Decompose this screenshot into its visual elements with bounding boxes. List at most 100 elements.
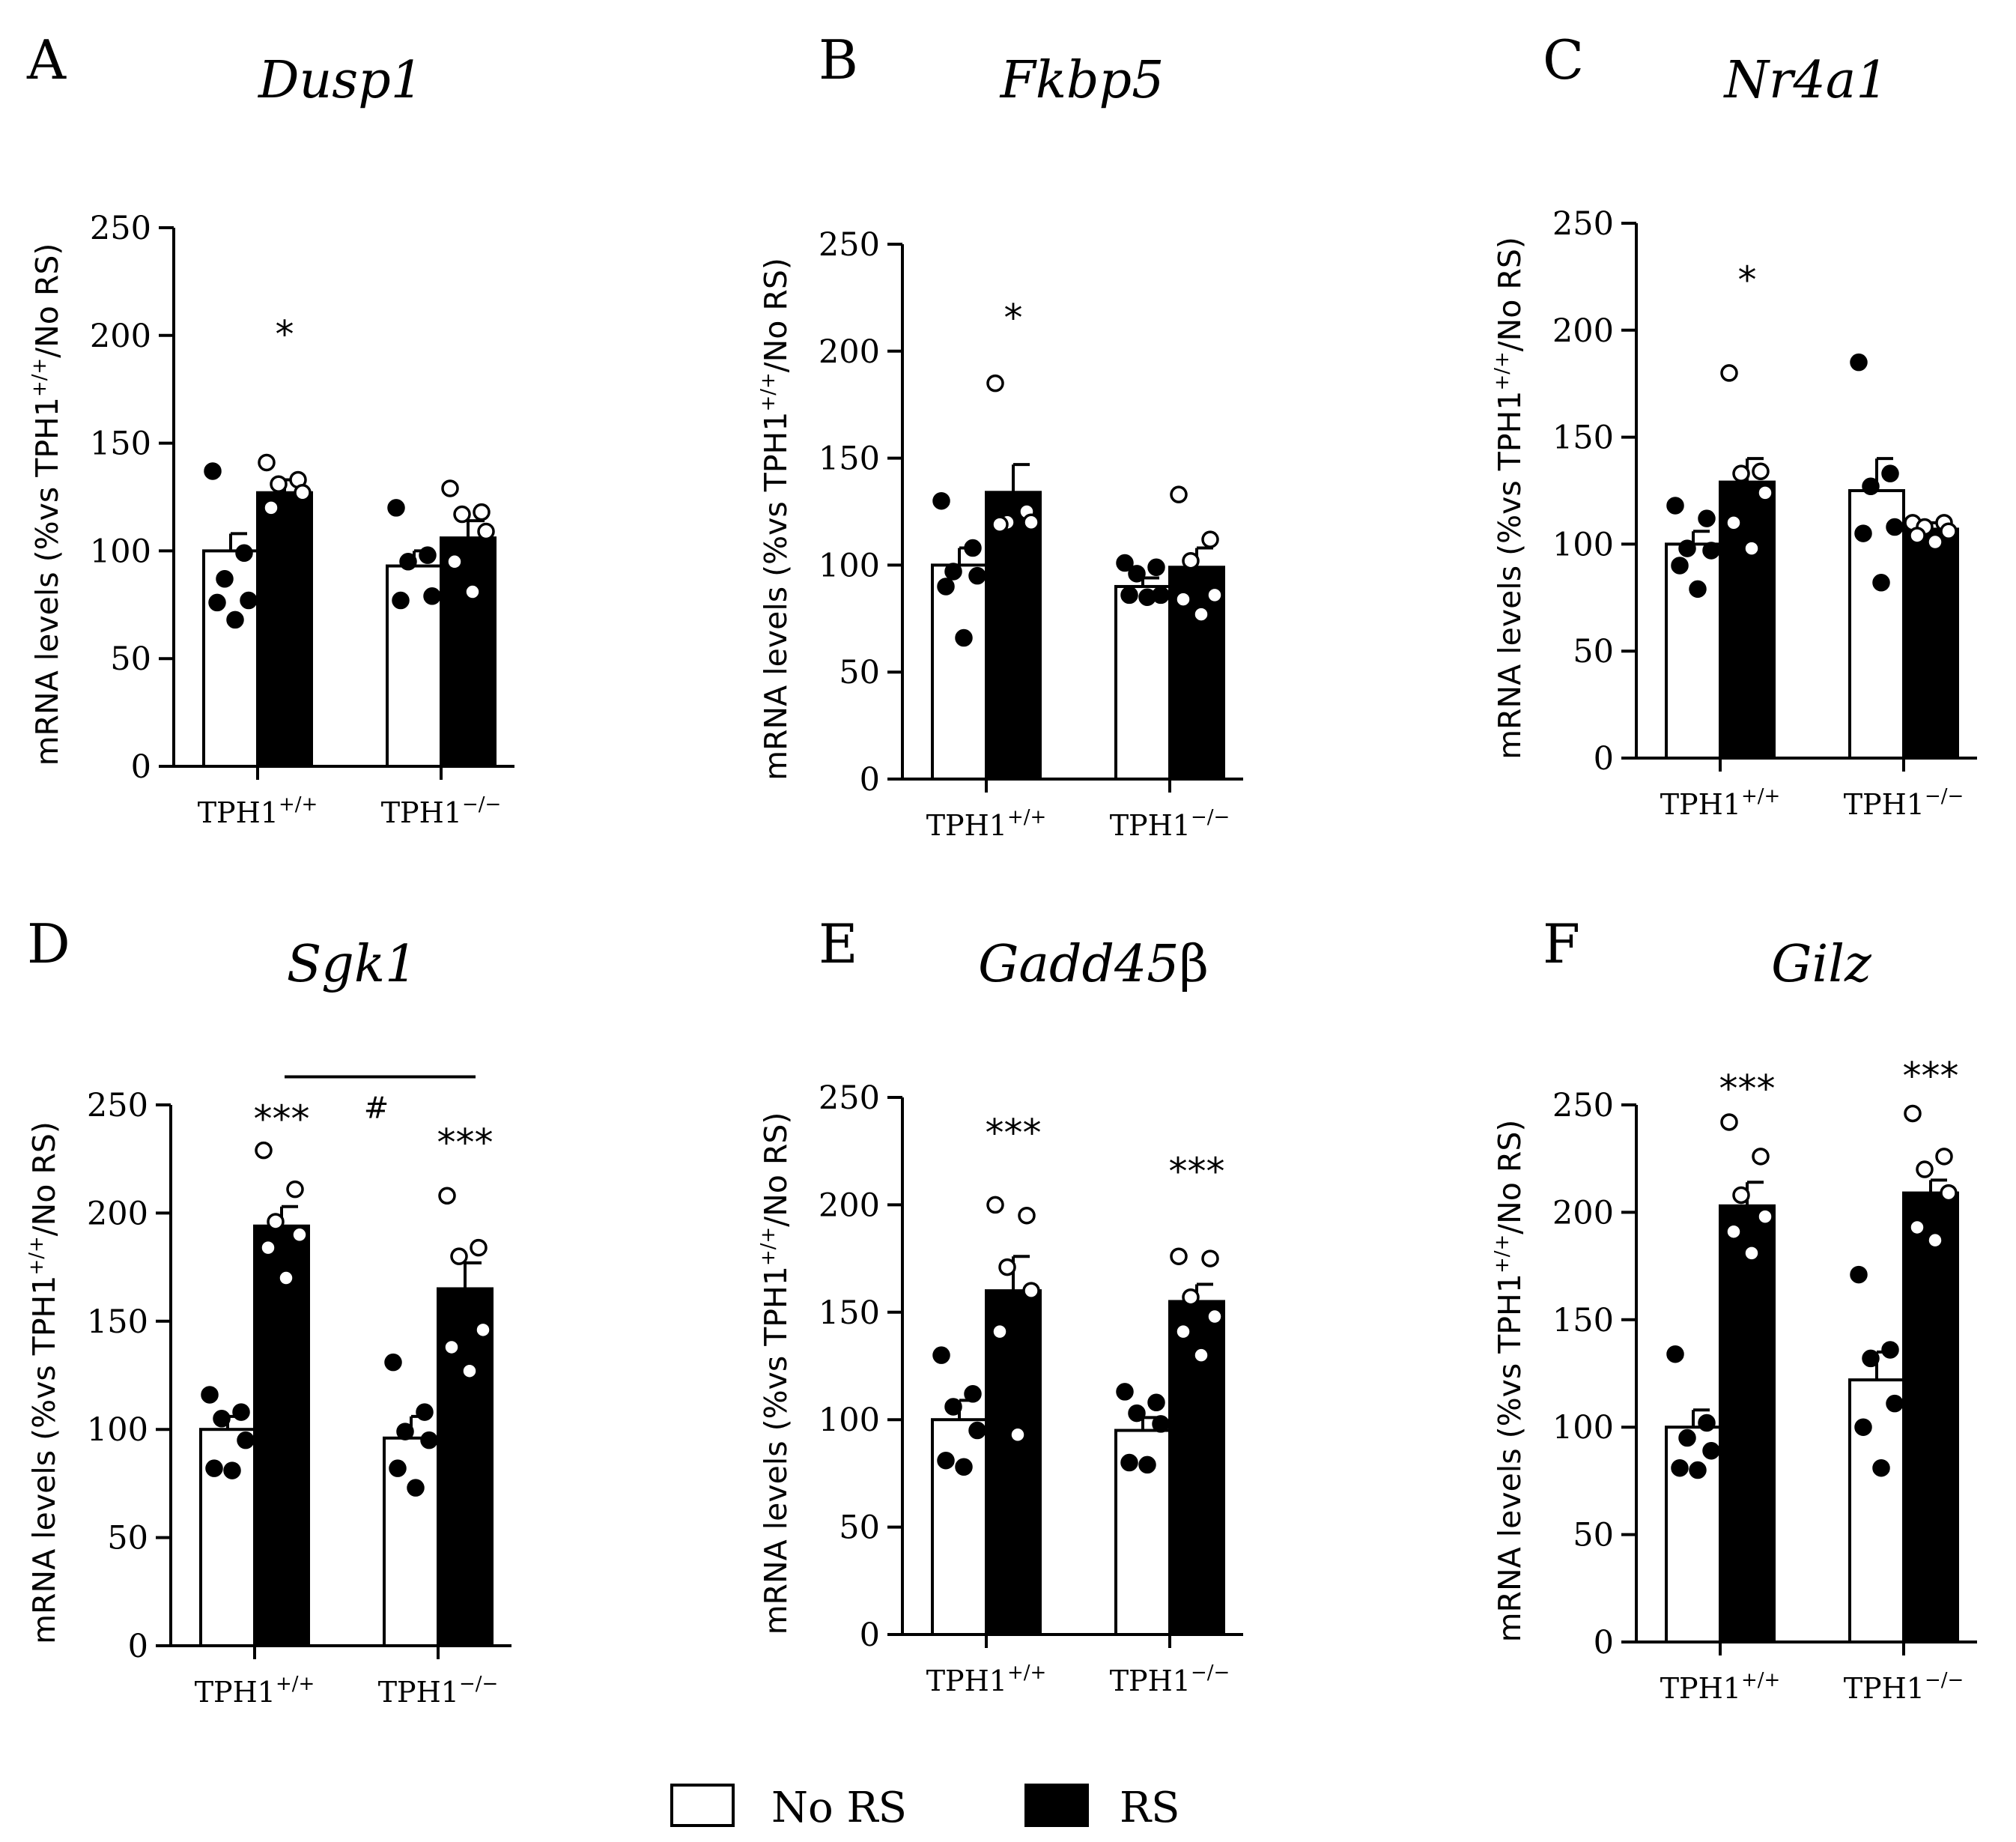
bar-rs xyxy=(1902,1191,1959,1643)
data-point-no-rs xyxy=(1872,574,1890,592)
y-tick-label: 200 xyxy=(1552,312,1614,350)
data-point-rs xyxy=(1732,1186,1750,1205)
data-point-no-rs xyxy=(1671,557,1689,575)
data-point-rs xyxy=(1720,364,1738,382)
data-point-no-rs xyxy=(944,563,962,581)
data-point-rs xyxy=(998,1258,1016,1276)
y-tick-label: 200 xyxy=(1552,1194,1614,1231)
panel-title-suffix: β xyxy=(1179,935,1209,994)
data-point-rs xyxy=(446,553,464,571)
panel-f: F Gilz mRNA levels (%vs TPH1+/+/No RS) 0 50 1… xyxy=(1491,912,1977,1705)
significance-stars: *** xyxy=(437,1121,494,1165)
data-point-rs xyxy=(470,1238,488,1257)
data-point-no-rs xyxy=(416,1403,434,1421)
y-tick-label: 50 xyxy=(1573,633,1614,670)
data-point-no-rs xyxy=(1147,1393,1165,1412)
data-point-no-rs xyxy=(1854,1418,1872,1436)
bar-rs xyxy=(1719,1204,1776,1643)
legend-label-rs: RS xyxy=(1120,1784,1180,1832)
y-tick-label: 100 xyxy=(90,533,151,570)
bar-rs xyxy=(985,491,1042,781)
data-point-rs xyxy=(991,515,1009,533)
y-tick-label: 150 xyxy=(90,425,151,463)
y-tick-label: 0 xyxy=(860,1617,880,1654)
bar-no-rs xyxy=(202,549,259,769)
data-point-no-rs xyxy=(932,1346,950,1364)
category-label: TPH1+/+ xyxy=(926,806,1047,842)
data-point-no-rs xyxy=(208,593,226,612)
legend-label-no-rs: No RS xyxy=(771,1784,907,1832)
data-point-rs xyxy=(1018,1206,1036,1225)
y-tick-label: 50 xyxy=(839,1509,880,1547)
y-tick-label: 50 xyxy=(1573,1517,1614,1554)
category-label: TPH1−/− xyxy=(378,1673,499,1709)
data-point-rs xyxy=(1192,1346,1210,1364)
data-point-no-rs xyxy=(235,544,253,563)
legend-swatch-rs xyxy=(1024,1784,1089,1827)
y-tick-label: 100 xyxy=(1552,526,1614,563)
y-tick-label: 0 xyxy=(131,748,151,786)
data-point-no-rs xyxy=(1850,353,1868,372)
data-point-rs xyxy=(258,453,276,472)
category-label: TPH1+/+ xyxy=(1660,785,1781,821)
data-point-no-rs xyxy=(396,1423,414,1440)
data-point-no-rs xyxy=(384,1353,402,1372)
category-label: TPH1−/− xyxy=(1844,1669,1964,1705)
data-point-no-rs xyxy=(1689,580,1707,599)
panel-title: Fkbp5 xyxy=(999,51,1165,110)
significance-stars: * xyxy=(1004,297,1023,340)
data-point-rs xyxy=(1725,1223,1743,1240)
data-point-rs xyxy=(1904,1104,1922,1123)
data-point-rs xyxy=(1206,1307,1224,1326)
y-tick-label: 50 xyxy=(107,1520,148,1557)
data-point-no-rs xyxy=(944,1398,962,1416)
data-point-rs xyxy=(1192,605,1210,623)
panel-title: Sgk1 xyxy=(287,935,418,994)
data-point-rs xyxy=(1935,1148,1953,1166)
data-point-rs xyxy=(443,1338,461,1357)
y-tick-label: 50 xyxy=(110,640,151,678)
bar-rs xyxy=(985,1289,1042,1636)
data-point-rs xyxy=(1022,1282,1040,1300)
data-point-no-rs xyxy=(387,499,405,517)
data-point-no-rs xyxy=(968,566,986,585)
data-point-rs xyxy=(270,475,288,493)
data-point-no-rs xyxy=(937,578,955,596)
y-tick-label: 250 xyxy=(1552,1087,1614,1124)
data-point-rs xyxy=(464,583,482,601)
y-axis-label: mRNA levels (%vs TPH1+/+/No RS) xyxy=(25,1121,62,1644)
data-point-rs xyxy=(1752,462,1770,481)
significance-stars: *** xyxy=(986,1111,1042,1154)
data-point-no-rs xyxy=(399,553,417,571)
data-point-rs xyxy=(1926,1231,1944,1249)
data-point-rs xyxy=(461,1362,479,1380)
y-tick-label: 100 xyxy=(819,547,880,584)
data-point-no-rs xyxy=(1666,1345,1684,1363)
category-label: TPH1−/− xyxy=(381,793,502,829)
y-tick-label: 200 xyxy=(819,333,880,371)
data-point-rs xyxy=(474,1321,492,1339)
data-point-no-rs xyxy=(1666,497,1684,515)
y-axis-label: mRNA levels (%vs TPH1+/+/No RS) xyxy=(28,243,65,766)
data-point-no-rs xyxy=(1881,1341,1899,1359)
y-tick-label: 100 xyxy=(1552,1409,1614,1446)
data-point-rs xyxy=(986,374,1004,393)
data-point-rs xyxy=(438,1187,456,1205)
panel-title: Dusp1 xyxy=(257,51,423,110)
data-point-rs xyxy=(477,522,495,541)
category-label: TPH1+/+ xyxy=(1660,1669,1781,1705)
panel-d: D Sgk1 mRNA levels (%vs TPH1+/+/No RS) 0 50 1… xyxy=(25,912,511,1709)
data-point-no-rs xyxy=(1862,1349,1880,1368)
data-point-no-rs xyxy=(1116,1383,1134,1401)
significance-stars: *** xyxy=(1719,1067,1776,1111)
y-tick-label: 100 xyxy=(819,1402,880,1439)
panel-letter: D xyxy=(27,912,70,975)
data-point-no-rs xyxy=(423,587,441,605)
data-point-rs xyxy=(294,483,312,502)
significance-stars: * xyxy=(1738,258,1757,302)
data-point-no-rs xyxy=(1689,1461,1707,1479)
bar-no-rs xyxy=(1665,542,1722,760)
data-point-no-rs xyxy=(968,1421,986,1440)
data-point-no-rs xyxy=(1698,1414,1716,1432)
